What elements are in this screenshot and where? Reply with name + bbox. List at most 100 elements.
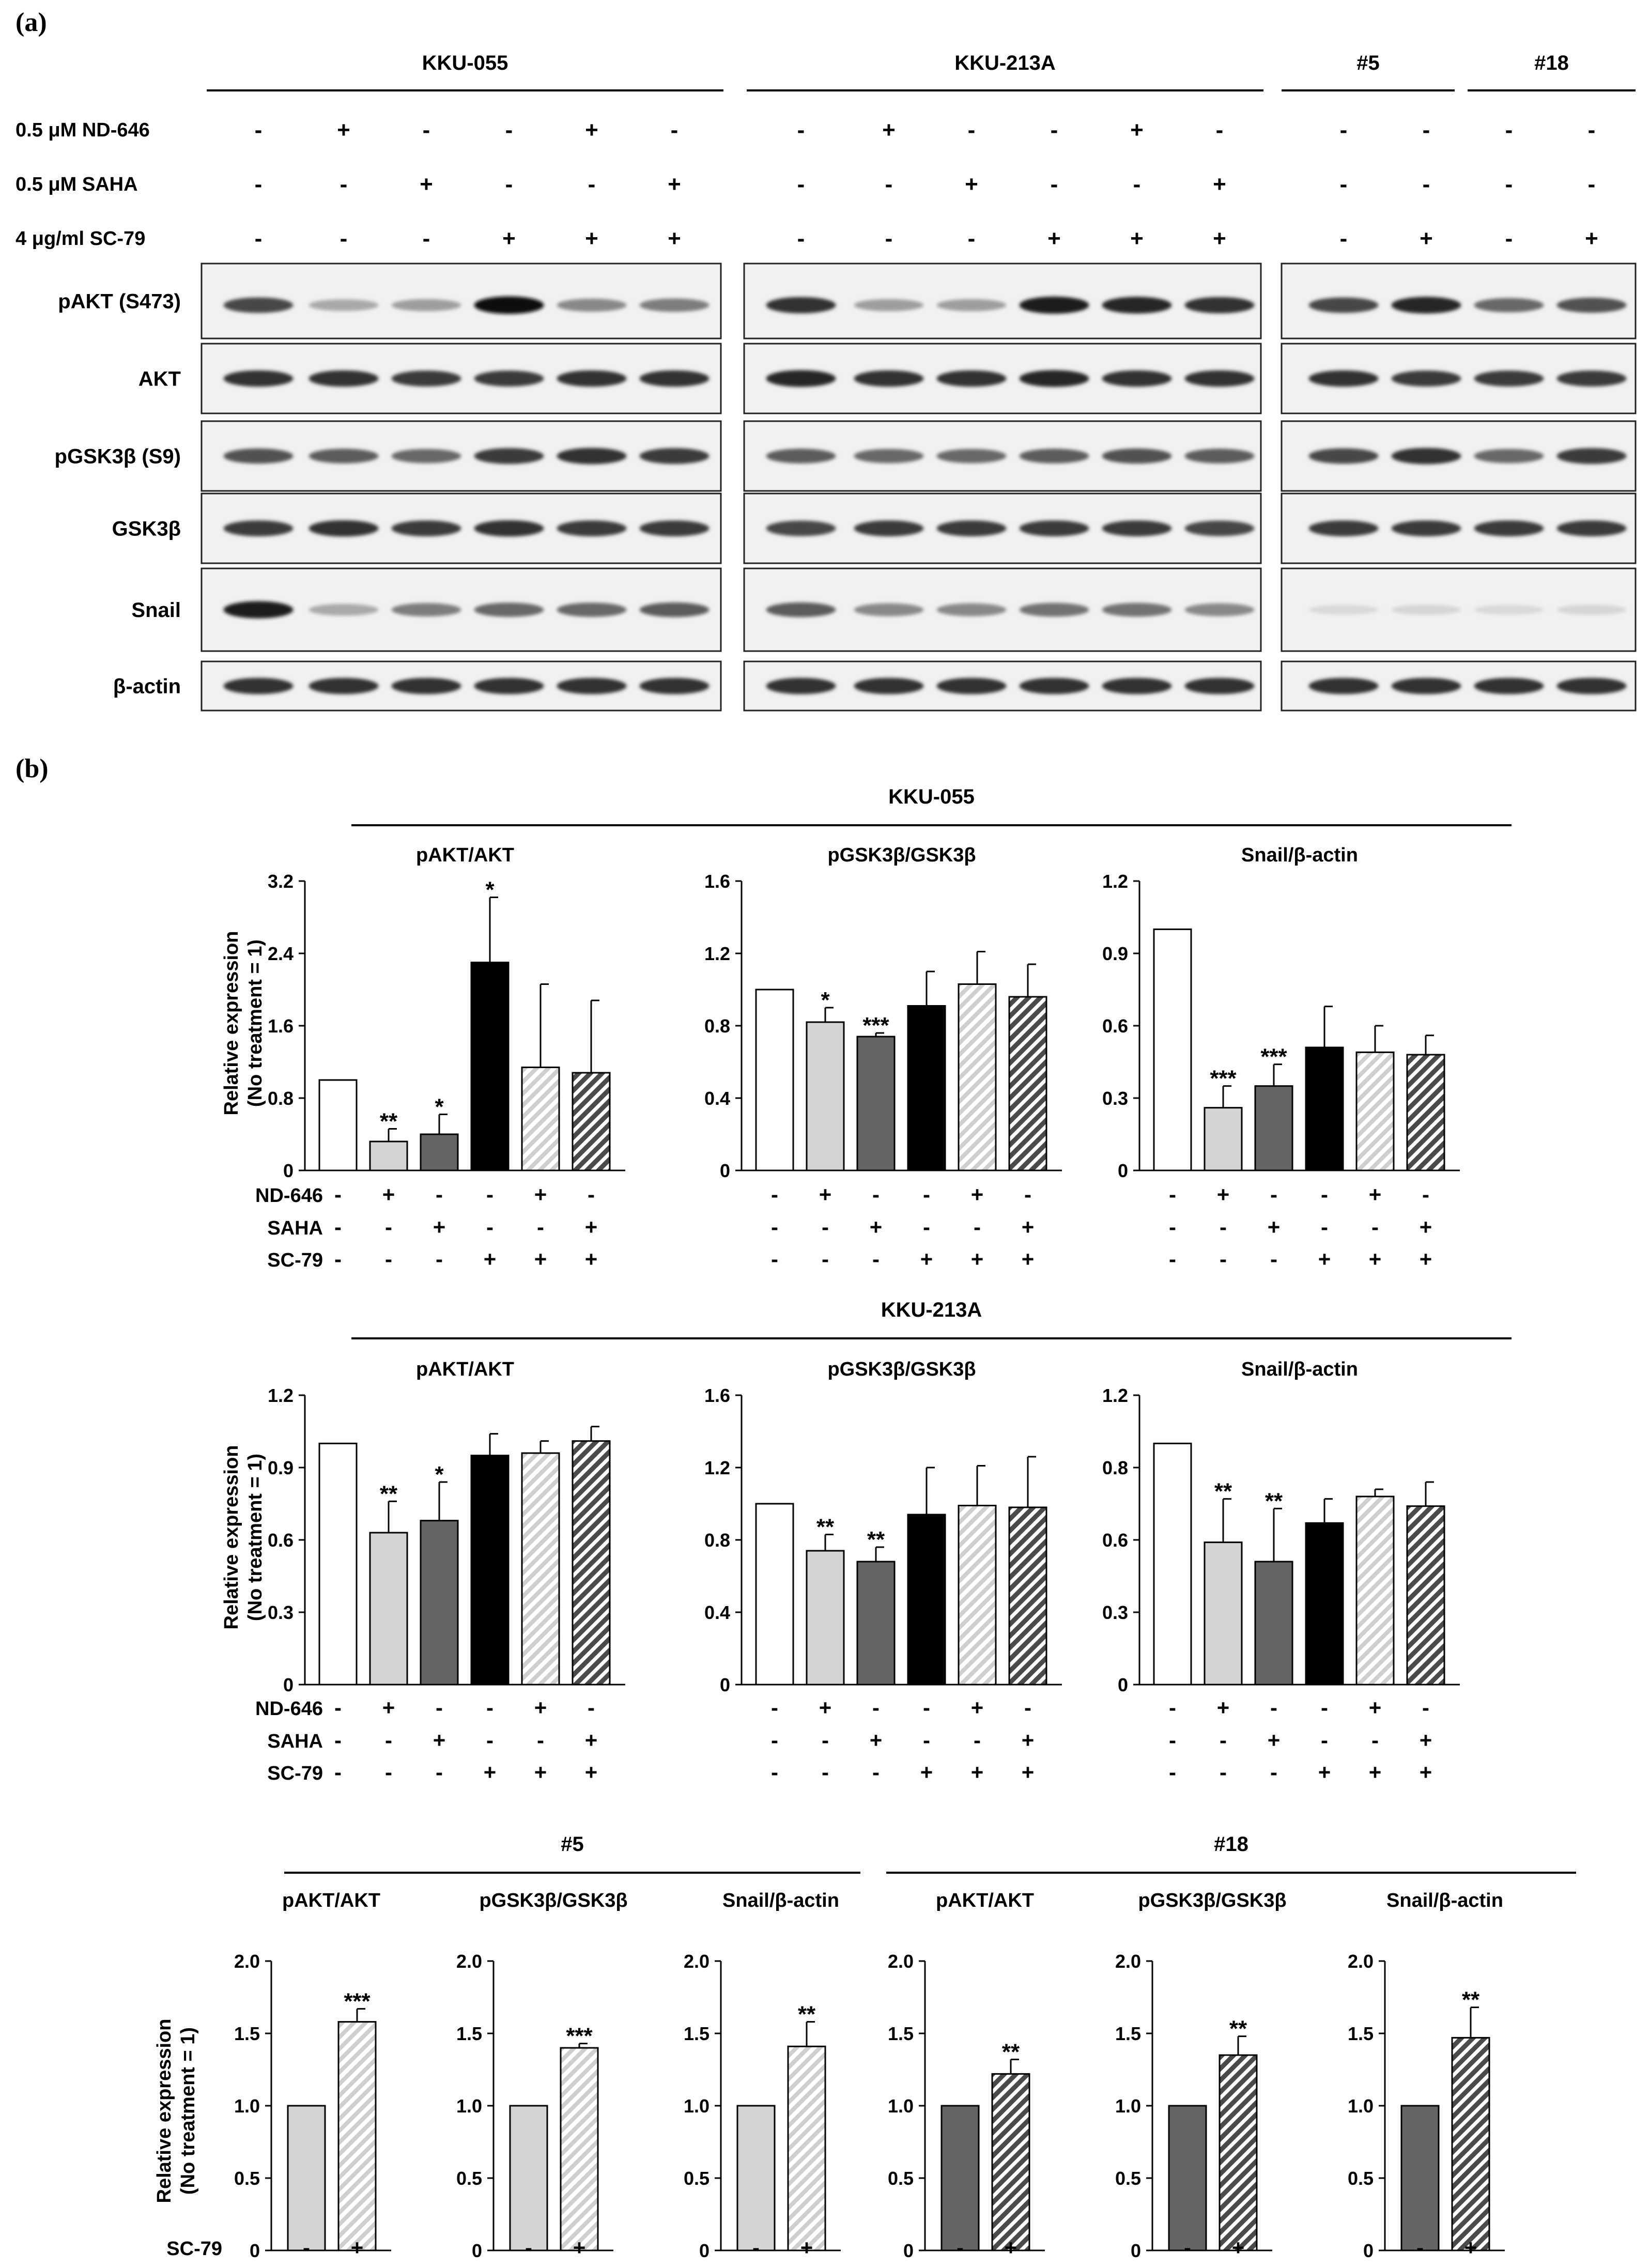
blot-band [1019, 677, 1089, 695]
treatment-sign: + [1420, 1760, 1432, 1784]
treatment-sign: - [822, 1760, 829, 1784]
y-tick-label: 0 [1131, 2240, 1141, 2261]
blot-band [1184, 677, 1255, 695]
y-tick-label: 2.0 [456, 1951, 482, 1972]
treatment-sign: - [923, 1215, 930, 1239]
bar [940, 2105, 980, 2251]
blot-protein-label: AKT [138, 368, 181, 391]
y-axis-label: (No treatment = 1) [177, 2027, 199, 2195]
blot-band [639, 370, 710, 387]
significance-label: *** [344, 1988, 371, 2014]
y-tick-label: 1.5 [1348, 2023, 1374, 2044]
bar [369, 1532, 408, 1686]
y-tick-label: 0.6 [1102, 1530, 1128, 1551]
chart-title: pAKT/AKT [936, 1890, 1034, 1911]
treatment-sign: - [1340, 117, 1348, 143]
blot-band [474, 448, 544, 464]
blot-band [474, 296, 544, 314]
treatment-sign: + [534, 1695, 547, 1720]
significance-label: * [821, 988, 830, 1013]
y-tick-label: 0 [472, 2240, 482, 2261]
blot-band [1184, 297, 1255, 314]
blot-band [1184, 520, 1255, 536]
treatment-sign: - [537, 1728, 544, 1752]
blot-band [639, 677, 710, 695]
treatment-sign: - [340, 226, 348, 251]
treatment-sign: - [771, 1247, 778, 1271]
bar [1204, 1541, 1243, 1686]
blot-band [1019, 370, 1089, 387]
treatment-sign: + [1047, 226, 1061, 251]
blot-band [1391, 297, 1461, 314]
treatment-sign: - [588, 1695, 595, 1720]
y-tick-label: 1.0 [1115, 2095, 1141, 2117]
treatment-sign: - [885, 226, 893, 251]
treatment-sign: - [1220, 1760, 1227, 1784]
treatment-sign: + [1464, 2235, 1477, 2260]
y-tick-label: 0 [720, 1160, 730, 1181]
treatment-sign: + [1369, 1695, 1382, 1720]
treatment-sign: + [1585, 226, 1598, 251]
bar [736, 2105, 776, 2251]
y-tick-label: 2.4 [268, 943, 294, 964]
treatment-sign: - [671, 117, 678, 143]
treatment-sign: + [882, 117, 896, 143]
treatment-sign: + [971, 1695, 984, 1720]
treatment-sign: - [1169, 1182, 1176, 1207]
significance-label: ** [867, 1527, 885, 1552]
blot-band [766, 520, 836, 536]
bar [991, 2073, 1030, 2251]
treatment-sign: + [1420, 226, 1433, 251]
significance-label: ** [798, 2002, 816, 2027]
bar-chart: Snail/β-actin 0 0.5 1.0 1.5 2.0 ** [684, 1890, 841, 2261]
treatment-sign: - [1588, 172, 1596, 197]
chart-title: pGSK3β/GSK3β [827, 1359, 976, 1380]
y-tick-label: 0.5 [456, 2168, 482, 2189]
treatment-sign: + [1369, 1760, 1382, 1784]
significance-label: *** [862, 1013, 889, 1038]
treatment-sign: + [1232, 2235, 1245, 2260]
treatment-sign: + [1268, 1728, 1281, 1752]
significance-label: * [485, 877, 495, 903]
blot-band [1102, 603, 1172, 617]
blot-band [936, 603, 1007, 616]
treatment-sign: - [385, 1215, 392, 1239]
y-tick-label: 3.2 [268, 871, 294, 892]
treatment-sign: - [1270, 1695, 1277, 1720]
blot-band [1184, 370, 1255, 387]
blot-band [1556, 448, 1627, 464]
y-tick-label: 1.6 [704, 1385, 730, 1406]
blot-band [309, 520, 379, 537]
treatment-sign: + [971, 1182, 984, 1207]
blot-protein-label: pAKT (S473) [58, 290, 181, 313]
treatment-sign: - [385, 1728, 392, 1752]
blot-band [474, 603, 544, 617]
blot-band [1308, 448, 1379, 464]
blot-band [1474, 449, 1544, 464]
chart-title: Snail/β-actin [1386, 1890, 1503, 1911]
bar [470, 1455, 510, 1686]
bar [755, 1503, 794, 1686]
western-blot-panel: KKU-055 KKU-213A #5 #18 0.5 μM ND-646 - + - - + - -… [16, 52, 1637, 712]
blot-band [854, 603, 924, 616]
blot-band [1556, 371, 1627, 387]
y-tick-label: 1.5 [1115, 2023, 1141, 2044]
blot-band [309, 449, 379, 464]
chart-title: pGSK3β/GSK3β [827, 844, 976, 866]
significance-label: *** [1260, 1044, 1287, 1070]
treatment-sign: - [537, 1215, 544, 1239]
treatment-sign: - [334, 1182, 342, 1207]
treatment-sign: - [885, 172, 893, 197]
blot-band [854, 449, 924, 464]
chart-group-title: KKU-055 [888, 785, 975, 808]
bar [1451, 2036, 1490, 2251]
blot-band [474, 677, 544, 695]
y-axis-label: Relative expression [221, 931, 242, 1116]
blot-band [223, 520, 294, 536]
blot-band [639, 298, 710, 312]
bar [907, 1005, 946, 1171]
bar [318, 1079, 358, 1171]
treatment-sign: + [585, 1247, 598, 1271]
chart-group-title: #5 [561, 1833, 584, 1856]
